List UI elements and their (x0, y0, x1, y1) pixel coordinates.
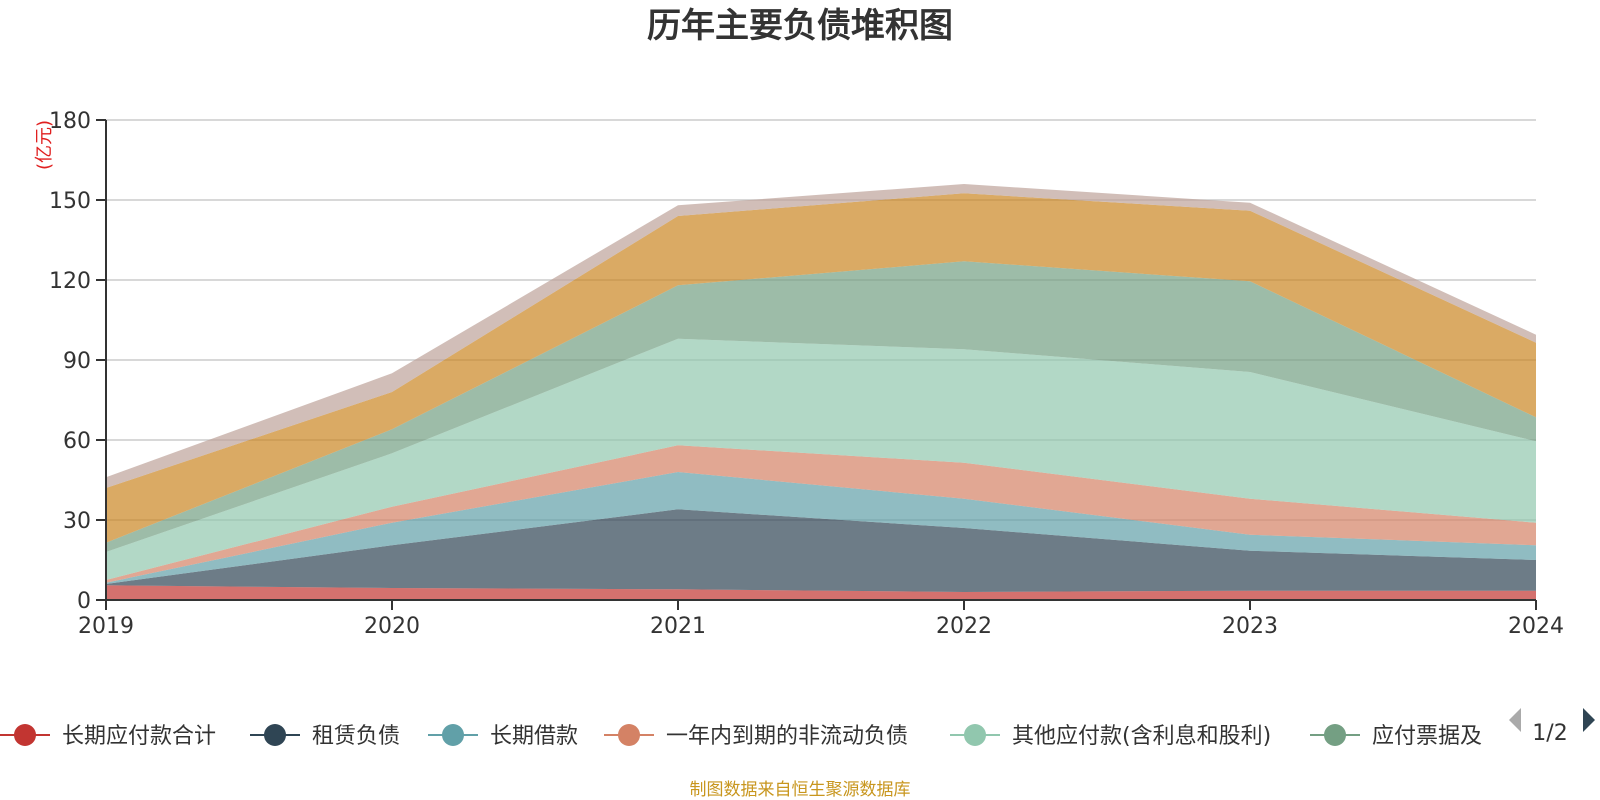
y-tick-label-0: 0 (77, 589, 91, 614)
legend-swatch-icon (264, 724, 286, 746)
x-axis-ticks: 2019 2020 2021 2022 2023 2024 (78, 600, 1564, 639)
legend-page-indicator: 1/2 (1532, 721, 1567, 746)
chart-title: 历年主要负债堆积图 (647, 6, 953, 46)
y-tick-label-90: 90 (63, 349, 91, 374)
legend-item-1[interactable]: 租赁负债 (250, 724, 400, 749)
legend-item-2[interactable]: 长期借款 (428, 724, 578, 749)
y-tick-label-60: 60 (63, 429, 91, 454)
x-tick-label-2019: 2019 (78, 614, 134, 639)
legend-item-3[interactable]: 一年内到期的非流动负债 (604, 724, 908, 749)
legend-item-5[interactable]: 应付票据及 (1310, 724, 1482, 749)
y-tick-label-180: 180 (49, 109, 91, 134)
legend: 长期应付款合计 租赁负债 长期借款 一年内到期的非流动负债 其他应付款(含利息和股利) 应… (0, 724, 1482, 749)
legend-label: 其他应付款(含利息和股利) (1012, 724, 1271, 749)
stacked-areas (106, 184, 1536, 600)
x-tick-label-2020: 2020 (364, 614, 420, 639)
x-tick-label-2024: 2024 (1508, 614, 1564, 639)
legend-swatch-icon (618, 724, 640, 746)
legend-swatch-icon (964, 724, 986, 746)
area-series-1 (106, 509, 1536, 592)
legend-label: 租赁负债 (312, 724, 400, 749)
x-tick-label-2022: 2022 (936, 614, 992, 639)
y-axis-ticks: 0 30 60 90 120 150 180 (49, 109, 106, 614)
area-series-6 (106, 193, 1536, 543)
y-tick-label-120: 120 (49, 269, 91, 294)
area-series-3 (106, 445, 1536, 583)
legend-swatch-icon (442, 724, 464, 746)
y-axis-unit-label: (亿元) (34, 120, 55, 170)
legend-item-0[interactable]: 长期应付款合计 (0, 724, 216, 749)
y-tick-label-150: 150 (49, 189, 91, 214)
x-tick-label-2021: 2021 (650, 614, 706, 639)
y-tick-label-30: 30 (63, 509, 91, 534)
area-series-4 (106, 338, 1536, 580)
area-series-0 (106, 585, 1536, 600)
legend-swatch-icon (1324, 724, 1346, 746)
area-series-2 (106, 472, 1536, 584)
legend-label: 长期应付款合计 (62, 724, 216, 749)
legend-label: 应付票据及 (1372, 724, 1482, 749)
legend-swatch-icon (14, 724, 36, 746)
legend-label: 长期借款 (490, 724, 578, 749)
legend-next-page-icon[interactable] (1583, 708, 1595, 732)
legend-pager: 1/2 (1509, 708, 1595, 746)
x-tick-label-2023: 2023 (1222, 614, 1278, 639)
legend-item-4[interactable]: 其他应付款(含利息和股利) (950, 724, 1271, 749)
legend-label: 一年内到期的非流动负债 (666, 724, 908, 749)
data-source-note: 制图数据来自恒生聚源数据库 (690, 780, 911, 800)
area-series-5 (106, 261, 1536, 552)
legend-prev-page-icon[interactable] (1509, 708, 1521, 732)
